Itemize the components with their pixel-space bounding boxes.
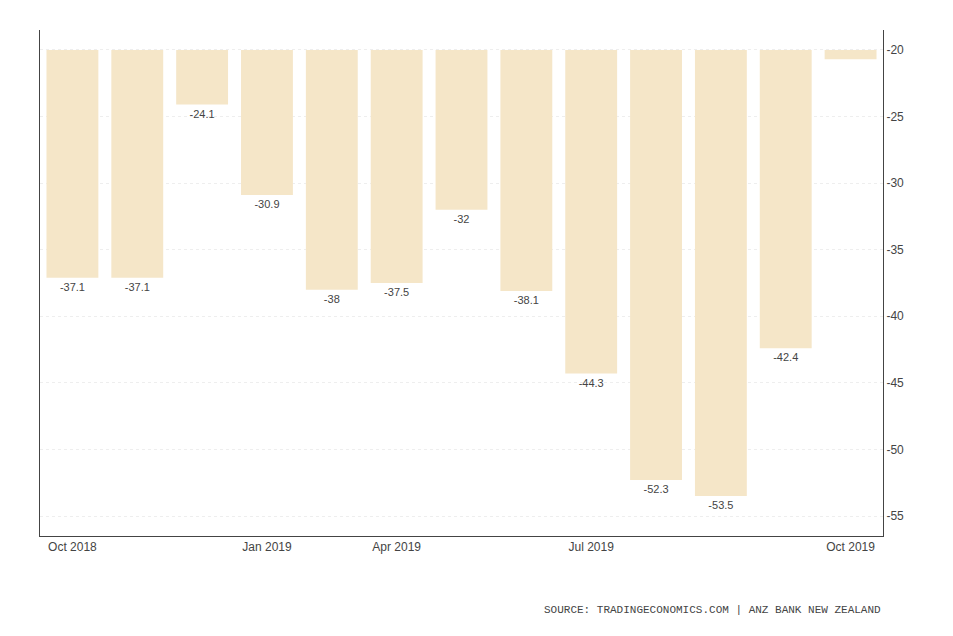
svg-text:-20: -20 [886,43,904,57]
svg-text:-55: -55 [886,509,904,523]
svg-text:Jan 2019: Jan 2019 [242,540,292,554]
svg-text:-52.3: -52.3 [644,483,669,495]
svg-text:-24.1: -24.1 [190,108,215,120]
svg-text:Jul 2019: Jul 2019 [569,540,615,554]
svg-text:-30.9: -30.9 [254,198,279,210]
svg-text:-37.1: -37.1 [125,281,150,293]
svg-text:Apr 2019: Apr 2019 [372,540,421,554]
svg-text:-30: -30 [886,176,904,190]
svg-text:-45: -45 [886,376,904,390]
svg-text:-32: -32 [454,213,470,225]
svg-text:Oct 2019: Oct 2019 [826,540,875,554]
svg-text:-35: -35 [886,243,904,257]
svg-text:-50: -50 [886,443,904,457]
svg-text:-42.4: -42.4 [773,351,798,363]
svg-text:SOURCE: TRADINGECONOMICS.COM |: SOURCE: TRADINGECONOMICS.COM | ANZ BANK … [544,604,881,616]
svg-text:-40: -40 [886,309,904,323]
svg-text:-53.5: -53.5 [708,499,733,511]
svg-text:-37.5: -37.5 [384,286,409,298]
svg-text:-37.1: -37.1 [60,281,85,293]
svg-text:Oct 2018: Oct 2018 [48,540,97,554]
svg-text:-38: -38 [324,293,340,305]
svg-text:-38.1: -38.1 [514,294,539,306]
svg-text:-25: -25 [886,110,904,124]
svg-text:-44.3: -44.3 [579,377,604,389]
